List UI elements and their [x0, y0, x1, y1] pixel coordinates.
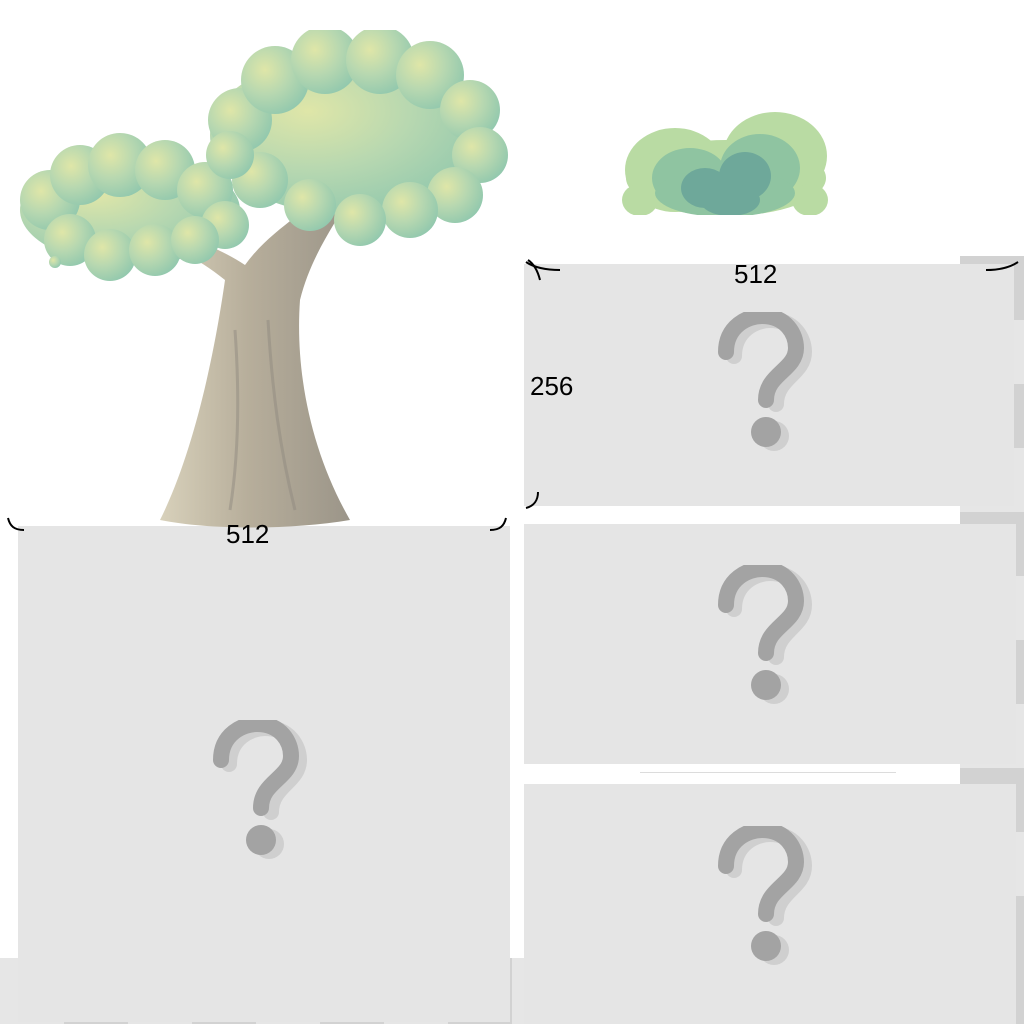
width-label-tile: 512	[734, 259, 778, 289]
question-mark-icon	[710, 565, 814, 709]
bush-icon	[620, 108, 832, 223]
divider-line	[640, 772, 896, 773]
question-mark-icon	[710, 826, 814, 970]
question-mark-icon	[205, 720, 309, 864]
height-label-tile: 256	[530, 371, 574, 401]
width-label-large: 512	[226, 519, 270, 549]
tree-icon	[10, 26, 510, 535]
width-bracket-large	[4, 514, 510, 534]
missing-texture-large[interactable]	[18, 526, 510, 1022]
width-bracket-tile	[522, 254, 1022, 284]
question-mark-icon	[710, 312, 814, 456]
height-bracket-tile	[522, 488, 546, 512]
